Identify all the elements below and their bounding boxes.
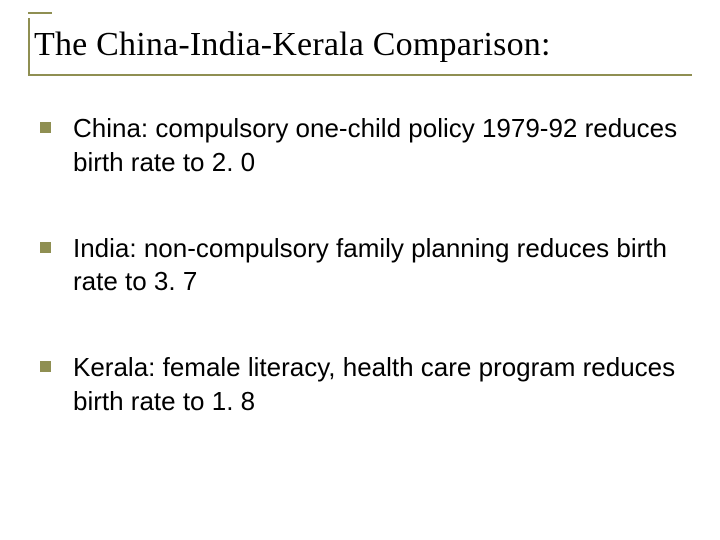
bullet-text: India: non-compulsory family planning re… [73, 232, 692, 300]
slide-title: The China-India-Kerala Comparison: [34, 26, 692, 64]
bullet-list: China: compulsory one-child policy 1979-… [28, 112, 692, 419]
bullet-text: China: compulsory one-child policy 1979-… [73, 112, 692, 180]
list-item: India: non-compulsory family planning re… [40, 232, 692, 300]
list-item: China: compulsory one-child policy 1979-… [40, 112, 692, 180]
square-bullet-icon [40, 242, 51, 253]
square-bullet-icon [40, 361, 51, 372]
bullet-text: Kerala: female literacy, health care pro… [73, 351, 692, 419]
list-item: Kerala: female literacy, health care pro… [40, 351, 692, 419]
title-top-tick [28, 12, 52, 14]
square-bullet-icon [40, 122, 51, 133]
title-container: The China-India-Kerala Comparison: [28, 18, 692, 76]
